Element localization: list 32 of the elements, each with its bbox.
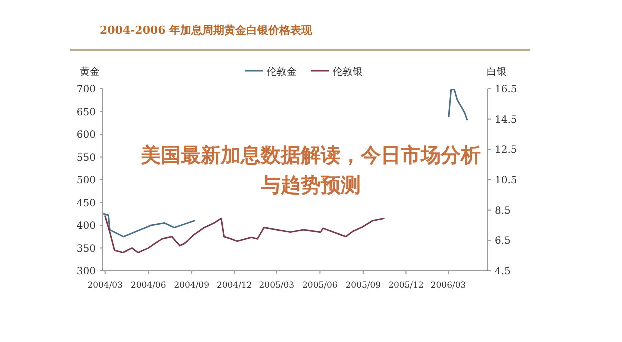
y-tick-label: 650 — [76, 107, 96, 118]
x-tick-label: 2004/03 — [88, 281, 124, 291]
x-tick-label: 2005/06 — [302, 281, 338, 291]
y-tick-label: 550 — [76, 152, 96, 164]
x-tick-label: 2005/12 — [388, 281, 424, 291]
legend-label: 伦敦银 — [333, 66, 363, 78]
line-series — [104, 216, 385, 254]
y-tick-label: 500 — [76, 176, 96, 186]
y-tick-label: 600 — [76, 130, 96, 141]
x-tick-label: 2004/12 — [216, 281, 252, 291]
y-axis-title: 黄金 — [80, 66, 100, 78]
y-tick-label: 350 — [76, 244, 96, 255]
x-tick-label: 2006/03 — [430, 281, 466, 291]
x-tick-label: 2005/03 — [259, 281, 295, 291]
y2-tick-label: 4.5 — [495, 266, 511, 278]
y2-tick-label: 16.5 — [495, 84, 518, 96]
y2-axis-title: 白银 — [487, 66, 507, 78]
y2-tick-label: 6.5 — [495, 236, 511, 248]
y2-tick-label: 12.5 — [495, 145, 518, 156]
y-tick-label: 300 — [76, 266, 96, 278]
x-tick-label: 2004/06 — [130, 281, 166, 291]
legend-label: 伦敦金 — [267, 66, 297, 78]
x-tick-label: 2005/09 — [346, 281, 382, 291]
y2-tick-label: 14.5 — [495, 114, 518, 126]
y2-tick-label: 8.5 — [495, 206, 511, 217]
annotation: 美国最新加息数据解读，今日市场分析与趋势预测 — [140, 144, 481, 197]
y-tick-label: 400 — [76, 221, 96, 232]
chart-title: 2004-2006 年加息周期黄金白银价格表现 — [100, 24, 314, 37]
y-tick-label: 450 — [76, 198, 96, 210]
y2-tick-label: 10.5 — [495, 176, 518, 186]
x-tick-label: 2004/09 — [174, 281, 210, 291]
y-tick-label: 700 — [76, 84, 96, 96]
